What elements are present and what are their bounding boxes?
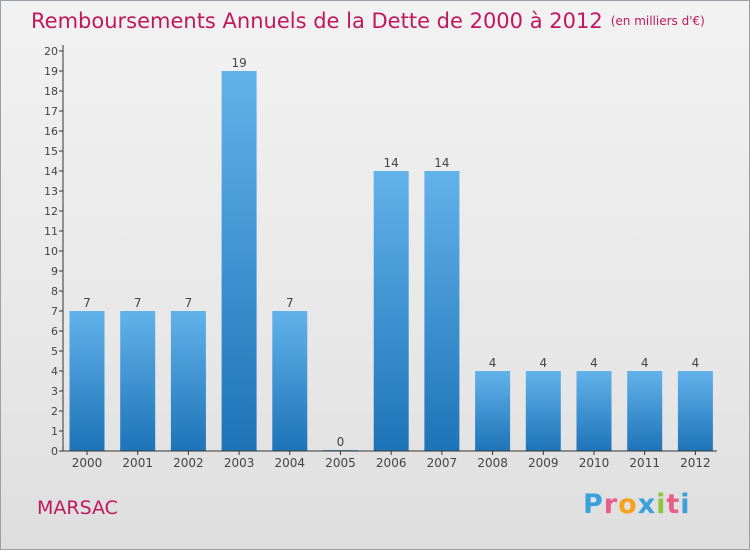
y-tick-label: 0 [51,445,58,458]
bar-2009 [525,371,561,451]
y-tick-label: 14 [44,165,58,178]
y-tick-label: 5 [51,345,58,358]
bar-2011 [627,371,663,451]
data-label-2005: 0 [337,435,345,449]
y-tick-label: 9 [51,265,58,278]
location-label: MARSAC [37,497,118,519]
y-tick-label: 12 [44,205,58,218]
y-tick-label: 2 [51,405,58,418]
y-tick-label: 13 [44,185,58,198]
bar-2010 [576,371,612,451]
x-tick-label-2004: 2004 [275,456,306,470]
data-label-2009: 4 [539,356,547,370]
x-tick-label-2000: 2000 [72,456,103,470]
data-label-2006: 14 [384,156,399,170]
logo-letter: r [603,489,619,520]
bar-2004 [272,311,308,451]
data-label-2003: 19 [231,56,246,70]
y-tick-label: 20 [44,45,58,58]
data-label-2012: 4 [692,356,700,370]
logo-letter: i [656,489,667,520]
x-tick-label-2005: 2005 [325,456,356,470]
y-tick-label: 16 [44,125,58,138]
chart-title: Remboursements Annuels de la Dette de 20… [31,9,705,33]
bar-2007 [424,171,460,451]
y-tick-label: 17 [44,105,58,118]
y-tick-label: 3 [51,385,58,398]
logo-letter: P [583,489,604,520]
bar-2000 [69,311,105,451]
y-tick-label: 15 [44,145,58,158]
y-tick-label: 6 [51,325,58,338]
logo-letter: o [618,489,638,520]
data-label-2001: 7 [134,296,142,310]
x-tick-label-2001: 2001 [122,456,153,470]
y-tick-label: 11 [44,225,58,238]
y-tick-label: 1 [51,425,58,438]
x-tick-label-2007: 2007 [427,456,458,470]
bar-2002 [170,311,206,451]
y-tick-label: 8 [51,285,58,298]
logo-letter: t [666,489,681,520]
logo-letter: i [680,489,691,520]
chart-title-text: Remboursements Annuels de la Dette de 20… [31,9,603,33]
x-tick-label-2010: 2010 [579,456,610,470]
proxiti-logo: Proxiti [583,489,691,520]
x-axis: 2000 2001 2002 2003 2004 2005 2006 2007 2008 2009… [63,450,717,470]
y-tick-label: 10 [44,245,58,258]
data-label-2010: 4 [590,356,598,370]
bar-2012 [677,371,713,451]
bars: 7 7 7 19 7 0 14 14 4 4 4 4 4 [69,56,713,451]
data-label-2007: 14 [434,156,449,170]
y-tick-label: 4 [51,365,58,378]
bar-2003 [221,71,257,451]
x-tick-label-2006: 2006 [376,456,407,470]
x-tick-label-2009: 2009 [528,456,559,470]
bar-2008 [475,371,511,451]
data-label-2008: 4 [489,356,497,370]
unit-note: (en milliers d'€) [610,14,705,28]
x-tick-label-2002: 2002 [173,456,204,470]
data-label-2000: 7 [83,296,91,310]
x-tick-label-2003: 2003 [224,456,255,470]
x-tick-label-2008: 2008 [477,456,508,470]
x-tick-label-2012: 2012 [680,456,711,470]
bar-2001 [120,311,156,451]
data-label-2002: 7 [185,296,193,310]
data-label-2004: 7 [286,296,294,310]
logo-letter: x [637,489,657,520]
y-tick-label: 18 [44,85,58,98]
data-label-2011: 4 [641,356,649,370]
bar-2006 [373,171,409,451]
y-tick-label: 7 [51,305,58,318]
x-tick-label-2011: 2011 [629,456,660,470]
y-tick-label: 19 [44,65,58,78]
